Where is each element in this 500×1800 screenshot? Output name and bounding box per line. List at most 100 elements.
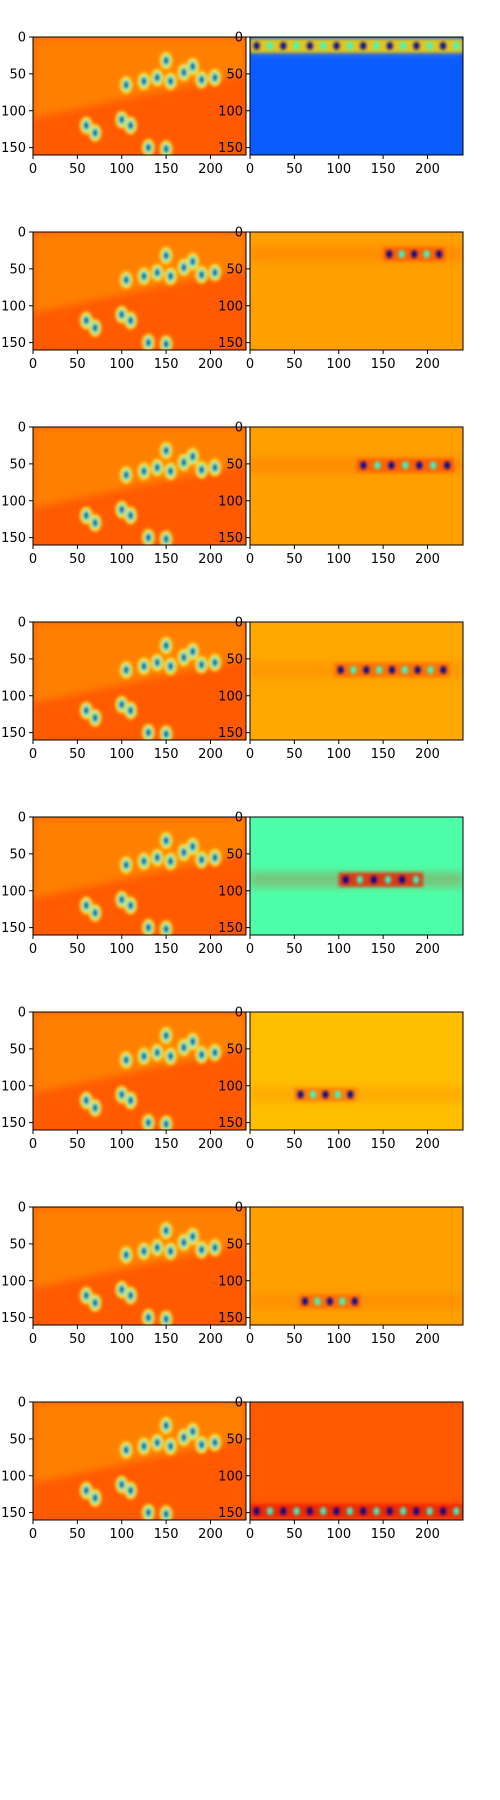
heatmap-background [250,427,463,545]
hotspot-core [199,1051,205,1059]
band-spot [430,461,437,470]
right-panel-6-ytick-label: 100 [218,1079,243,1094]
left-panel-7-frame [32,1206,247,1326]
hotspot-core [181,458,187,466]
band-spot [266,41,273,50]
right-panel-6-xtick-label: 50 [286,1137,303,1152]
right-panel-1-ytick-label: 0 [235,31,243,46]
band-spot [426,41,433,50]
left-panel-3-xtick-label: 100 [109,552,134,567]
left-panel-4-xtick-label: 100 [109,747,134,762]
left-panel-5 [33,817,246,935]
hotspot-core [145,339,151,347]
right-panel-7-ytick-label: 150 [218,1311,243,1326]
hotspot-core [212,853,218,862]
left-panel-8-ytick-label: 0 [18,1396,26,1411]
right-panel-6-frame [249,1011,464,1131]
hotspot-core [123,1446,129,1454]
right-panel-2-xtick-label: 200 [415,357,440,372]
hotspot-core [141,77,147,85]
right-panel-6-xtick-label: 0 [246,1137,254,1152]
hotspot-core [119,701,125,709]
hotspot-core [163,340,169,348]
right-panel-1-xtick-label: 0 [246,162,254,177]
right-panel-3-ytick-label: 0 [235,421,243,436]
hotspot-core [181,1043,187,1051]
hotspot-core [145,1314,151,1322]
hotspot-core [123,861,129,869]
right-panel-3-ytick-label: 100 [218,494,243,509]
heatmap-band [338,872,424,887]
right-panel-4-xtick-label: 200 [415,747,440,762]
hotspot-core [128,316,134,325]
hotspot-core [141,1247,147,1255]
hotspot-core [199,1246,205,1254]
band-spot [333,1507,340,1516]
hotspot-core [123,471,129,479]
left-panel-6-ytick-label: 50 [9,1042,26,1057]
left-panel-3-ytick-label: 50 [9,457,26,472]
band-spot [347,1090,354,1099]
left-panel-5-ytick-label: 50 [9,847,26,862]
left-panel-1-ytick-label: 100 [1,104,26,119]
right-panel-5-xtick-label: 150 [371,942,396,957]
right-panel-6-xtick-label: 100 [326,1137,351,1152]
left-panel-4-ytick-label: 0 [18,616,26,631]
left-panel-7-xtick-label: 0 [29,1332,37,1347]
left-panel-2-xtick-label: 100 [109,357,134,372]
hotspot-core [163,535,169,543]
hotspot-core [83,121,89,130]
right-panel-7-xtick-label: 150 [371,1332,396,1347]
band-spot [302,1297,309,1306]
band-spot [440,665,447,674]
right-panel-2-xtick-label: 0 [246,357,254,372]
right-panel-4-xtick-label: 50 [286,747,303,762]
band-spot [427,665,434,674]
left-panel-8-xtick-label: 150 [154,1527,179,1542]
hotspot-core [141,272,147,280]
hotspot-core [199,271,205,279]
heatmap-background [250,622,463,740]
hotspot-core [199,76,205,84]
band-spot [306,41,313,50]
left-panel-6-ytick-label: 100 [1,1079,26,1094]
right-panel-7-xtick-label: 0 [246,1332,254,1347]
right-panel-8-xtick-label: 150 [371,1527,396,1542]
band-spot [416,461,423,470]
band-spot [400,1507,407,1516]
left-panel-1-ytick-label: 50 [9,67,26,82]
left-panel-4-xtick-label: 150 [154,747,179,762]
left-panel-7-ytick-label: 100 [1,1274,26,1289]
hotspot-core [154,1438,160,1447]
left-panel-6-ytick-label: 0 [18,1006,26,1021]
left-panel-5-ytick-label: 0 [18,811,26,826]
left-panel-4-ytick-label: 50 [9,652,26,667]
left-panel-7-ytick-label: 150 [1,1311,26,1326]
band-spot [423,250,430,259]
right-panel-4-ytick-label: 0 [235,616,243,631]
hotspot-core [128,121,134,130]
hotspot-core [163,145,169,153]
hotspot-core [128,1486,134,1495]
band-spot [453,41,460,50]
right-panel-4-xtick-label: 0 [246,747,254,762]
left-panel-4-xtick-label: 200 [198,747,223,762]
right-panel-2-ytick-label: 100 [218,299,243,314]
hotspot-core [141,1442,147,1450]
band-spot [342,875,349,884]
hotspot-core [168,467,173,475]
hotspot-core [190,1427,196,1436]
band-spot [386,1507,393,1516]
right-panel-3-xtick-label: 100 [326,552,351,567]
band-spot [440,41,447,50]
right-panel-8-xtick-label: 200 [415,1527,440,1542]
right-panel-1 [250,37,463,155]
left-panel-7-xtick-label: 200 [198,1332,223,1347]
left-panel-8-xtick-label: 0 [29,1527,37,1542]
left-panel-5-xtick-label: 200 [198,942,223,957]
right-panel-5-xtick-label: 200 [415,942,440,957]
band-spot [386,250,393,259]
hotspot-core [181,1433,187,1441]
left-panel-2-ytick-label: 0 [18,226,26,241]
left-panel-3-ytick-label: 100 [1,494,26,509]
